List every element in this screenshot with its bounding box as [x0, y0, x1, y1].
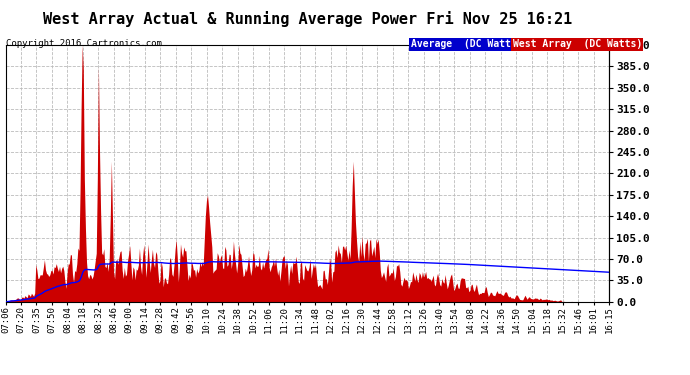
Text: Copyright 2016 Cartronics.com: Copyright 2016 Cartronics.com: [6, 39, 161, 48]
Text: West Array  (DC Watts): West Array (DC Watts): [513, 39, 642, 50]
Text: West Array Actual & Running Average Power Fri Nov 25 16:21: West Array Actual & Running Average Powe…: [43, 11, 572, 27]
Text: Average  (DC Watts): Average (DC Watts): [411, 39, 522, 50]
